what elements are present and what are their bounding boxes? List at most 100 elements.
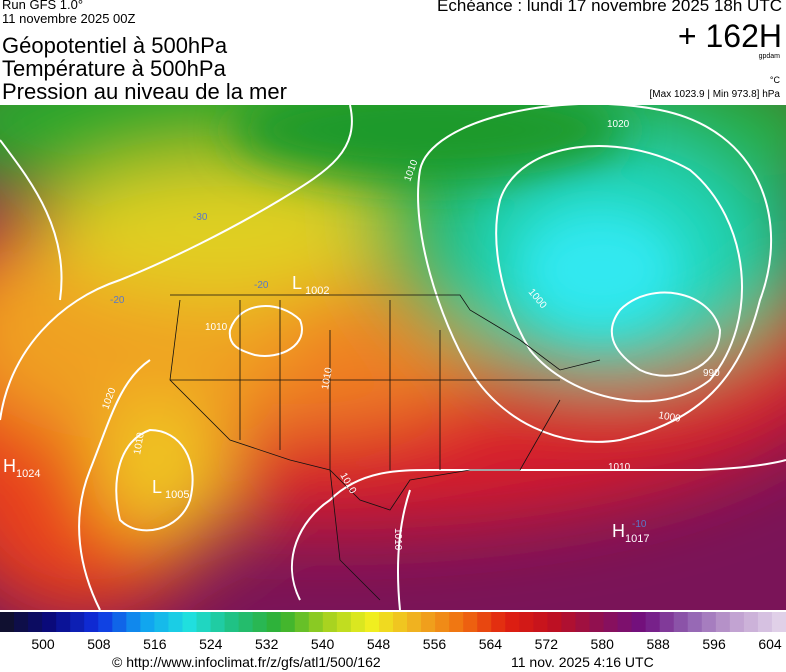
colorbar-tick-label: 524 <box>199 636 223 652</box>
colorbar-swatch <box>42 612 57 632</box>
colorbar-swatch <box>491 612 506 632</box>
colorbar-swatch <box>168 612 183 632</box>
echeance: Echéance : lundi 17 novembre 2025 18h UT… <box>437 0 782 15</box>
colorbar-swatch <box>98 612 113 632</box>
colorbar-tick-label: 540 <box>311 636 335 652</box>
colorbar-tick-label: 500 <box>31 636 55 652</box>
colorbar-swatch <box>308 612 324 632</box>
unit: gpdam <box>758 53 780 60</box>
temperature-label: -20 <box>254 280 269 291</box>
colorbar-swatch <box>673 612 689 632</box>
colorbar-swatch <box>687 612 703 632</box>
colorbar-swatch <box>364 612 380 632</box>
run: Run GFS 1.0° <box>2 0 84 12</box>
colorbar-swatch <box>701 612 717 632</box>
colorbar-tick-label: 572 <box>535 636 559 652</box>
colorbar-tick-label: 604 <box>758 636 782 652</box>
colorbar-swatch <box>112 612 127 632</box>
colorbar-swatch <box>294 612 310 632</box>
colorbar-swatch <box>659 612 675 632</box>
colorbar-swatch <box>407 612 422 632</box>
borders <box>169 294 601 601</box>
colorbar: 500 508 516 524 532 540 548 556 564 572 580 588 596 6… <box>0 612 786 652</box>
center-letter: L <box>292 273 302 293</box>
colorbar-swatch <box>280 612 296 632</box>
center-value: 1017 <box>625 533 649 545</box>
colorbar-swatch <box>378 612 394 632</box>
colorbar-swatch <box>238 612 254 632</box>
colorbar-swatch <box>477 612 492 632</box>
colorbar-swatch <box>435 612 450 632</box>
isobars <box>0 105 786 610</box>
isobar-label: 1010 <box>392 528 403 551</box>
center-letter: H <box>3 456 16 476</box>
title-3: Pression au niveau de la mer <box>2 79 287 104</box>
isobar-label: 1000 <box>657 410 681 425</box>
colorbar-swatch <box>505 612 520 632</box>
isobar-label: 1020 <box>607 119 630 130</box>
colorbar-swatch <box>56 612 71 632</box>
colorbar-swatch <box>729 612 745 632</box>
colorbar-swatch <box>252 612 268 632</box>
temperature-label: -30 <box>193 212 208 223</box>
colorbar-swatch <box>533 612 548 632</box>
colorbar-swatch <box>743 612 759 632</box>
center-value: 1024 <box>16 468 40 480</box>
colorbar-swatch <box>126 612 141 632</box>
isobar-label: 990 <box>703 368 720 379</box>
colorbar-swatch <box>449 612 464 632</box>
colorbar-swatch <box>575 612 590 632</box>
colorbar-tick-label: 556 <box>423 636 447 652</box>
colorbar-swatch <box>336 612 352 632</box>
colorbar-tick-label: 588 <box>646 636 670 652</box>
center-value: 1005 <box>165 489 189 501</box>
colorbar-swatch <box>322 612 338 632</box>
colorbar-swatch <box>519 612 534 632</box>
center-letter: H <box>612 521 625 541</box>
colorbar-swatch <box>14 612 29 632</box>
temperature-label: -10 <box>632 519 647 530</box>
title-2: Température à 500hPa <box>2 56 226 81</box>
colorbar-swatch <box>589 612 605 632</box>
colorbar-swatch <box>0 612 15 632</box>
colorbar-swatch <box>617 612 633 632</box>
colorbar-swatch <box>224 612 240 632</box>
temperature-label: -20 <box>110 295 125 306</box>
center-letter: L <box>152 477 162 497</box>
colorbar-tick-label: 596 <box>702 636 726 652</box>
colorbar-tick-label: 564 <box>479 636 503 652</box>
colorbar-swatch <box>463 612 478 632</box>
colorbar-swatch <box>196 612 212 632</box>
colorbar-swatch <box>182 612 197 632</box>
run-date: 11 novembre 2025 00Z <box>2 11 136 26</box>
isobar-label: 1010 <box>132 431 147 455</box>
colorbar-tick-label: 580 <box>591 636 615 652</box>
colorbar-swatch <box>28 612 43 632</box>
colorbar-swatch <box>84 612 99 632</box>
colorbar-swatch <box>266 612 282 632</box>
colorbar-swatch <box>154 612 169 632</box>
title-1: Géopotentiel à 500hPa <box>2 33 228 58</box>
colorbar-swatch <box>421 612 436 632</box>
temp-unit: °C <box>769 75 780 85</box>
colorbar-swatch <box>645 612 661 632</box>
colorbar-tick-label: 548 <box>367 636 391 652</box>
isobar-label: 1010 <box>205 322 228 333</box>
colorbar-swatch <box>561 612 576 632</box>
colorbar-tick-label: 516 <box>143 636 167 652</box>
colorbar-swatch <box>393 612 408 632</box>
colorbar-swatch <box>715 612 731 632</box>
isobar-label: 1010 <box>608 462 631 473</box>
colorbar-swatch <box>140 612 155 632</box>
colorbar-tick-label: 532 <box>255 636 279 652</box>
footer-timestamp: 11 nov. 2025 4:16 UTC <box>511 654 654 670</box>
offset: + 162H <box>677 18 782 54</box>
colorbar-tick-label: 508 <box>87 636 111 652</box>
colorbar-swatch <box>757 612 773 632</box>
pressure-range: [Max 1023.9 | Min 973.8] hPa <box>649 89 780 100</box>
colorbar-swatch <box>210 612 226 632</box>
colorbar-swatch <box>771 612 786 632</box>
isobar-label: 1010 <box>320 366 335 390</box>
